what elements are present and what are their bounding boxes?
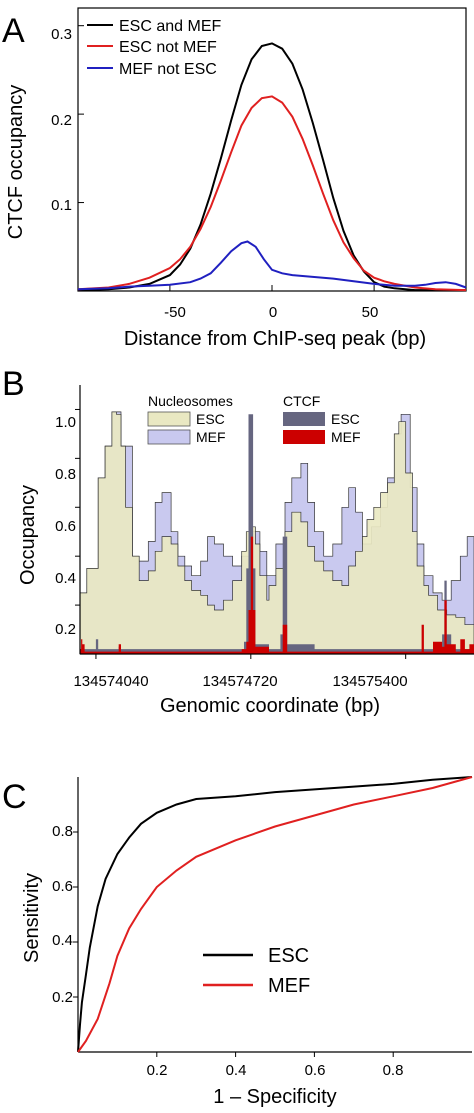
panel-a-ytick-label: 0.2 [51, 112, 72, 129]
panel-b-xtick-label: 134574040 [73, 673, 148, 690]
panel-a-xtick-label: -50 [164, 304, 186, 321]
panel-c-ylabel: Sensitivity [21, 873, 43, 963]
legend-label-esc-and-mef: ESC and MEF [119, 18, 221, 35]
panel-b-ytick-label: 0.8 [55, 466, 76, 483]
panel-c-ytick-label: 0.8 [52, 823, 73, 840]
panel-a-legend: ESC and MEF ESC not MEF MEF not ESC [87, 18, 221, 78]
series-line-esc-and-mef [77, 42, 466, 292]
panel-a-ytick-label: 0.1 [51, 197, 72, 214]
series-line-mef [77, 776, 473, 1053]
panel-c-xtick-label: 0.4 [226, 1062, 247, 1079]
series-line-esc-not-mef [77, 95, 467, 292]
panel-a-letter: A [2, 12, 25, 50]
panel-b-plot-area [75, 385, 474, 659]
legend-header-nucleosomes: Nucleosomes [148, 393, 233, 409]
legend-label-nuc-mef: MEF [196, 429, 226, 445]
panel-b-ytick-label: 1.0 [55, 414, 76, 431]
panel-b-xtick-label: 134575400 [332, 673, 407, 690]
panel-c-xtick-label: 0.8 [383, 1062, 404, 1079]
panel-c-ytick-label: 0.2 [52, 989, 73, 1006]
legend-label-mef-not-esc: MEF not ESC [119, 61, 217, 78]
panel-b-xtick-label: 134574720 [202, 673, 277, 690]
legend-swatch-ctcf-mef [283, 430, 325, 444]
panel-a: A CTCF occupancy Distance from ChIP-seq … [2, 7, 467, 350]
legend-header-ctcf: CTCF [283, 393, 320, 409]
panel-a-ylabel: CTCF occupancy [5, 85, 27, 240]
panel-b-ylabel: Occupancy [17, 485, 39, 585]
panel-c-plot-area [73, 776, 473, 1057]
panel-c-ytick-label: 0.4 [52, 932, 73, 949]
panel-a-ytick-label: 0.3 [51, 26, 72, 43]
panel-b-xlabel: Genomic coordinate (bp) [160, 695, 380, 717]
panel-b: B Occupancy Genomic coordinate (bp) 1345… [2, 365, 474, 717]
series-area-nucleosomes-esc [79, 411, 474, 655]
panel-a-ticks: -50 0 50 0.1 0.2 0.3 [51, 26, 378, 321]
legend-label-esc: ESC [268, 945, 309, 967]
legend-label-nuc-esc: ESC [196, 411, 225, 427]
legend-label-esc-not-mef: ESC not MEF [119, 39, 217, 56]
panel-b-ytick-label: 0.4 [55, 570, 76, 587]
legend-label-ctcf-mef: MEF [331, 429, 361, 445]
panel-c-letter: C [2, 778, 27, 816]
panel-b-ytick-label: 0.2 [55, 621, 76, 638]
panel-b-legend: Nucleosomes CTCF ESC MEF ESC MEF [147, 393, 361, 445]
panel-b-ytick-label: 0.6 [55, 518, 76, 535]
legend-swatch-nuc-mef [147, 429, 191, 445]
series-line-mef-not-esc [77, 240, 467, 291]
panel-c: C Sensitivity 1 – Specificity 0.2 0.4 0.… [2, 776, 473, 1108]
panel-c-ticks: 0.2 0.4 0.6 0.8 0.2 0.4 0.6 0.8 [52, 823, 403, 1079]
panel-c-xlabel: 1 – Specificity [213, 1086, 336, 1108]
series-line-esc [77, 776, 473, 1053]
panel-c-xtick-label: 0.6 [305, 1062, 326, 1079]
panel-b-letter: B [2, 365, 25, 403]
legend-swatch-ctcf-esc [283, 412, 325, 426]
panel-a-xtick-label: 0 [269, 304, 277, 321]
legend-label-ctcf-esc: ESC [331, 411, 360, 427]
panel-a-xlabel: Distance from ChIP-seq peak (bp) [124, 328, 426, 350]
panel-c-ytick-label: 0.6 [52, 878, 73, 895]
panel-c-legend: ESC MEF [203, 945, 310, 997]
panel-c-xtick-label: 0.2 [147, 1062, 168, 1079]
legend-label-mef: MEF [268, 975, 310, 997]
panel-a-plot-area [77, 7, 467, 292]
panel-b-ticks: 134574040 134574720 134575400 0.2 0.4 0.… [55, 414, 407, 690]
panel-a-xtick-label: 50 [362, 304, 379, 321]
series-area-ctcf-mef [80, 536, 474, 654]
legend-swatch-nuc-esc [147, 411, 191, 427]
